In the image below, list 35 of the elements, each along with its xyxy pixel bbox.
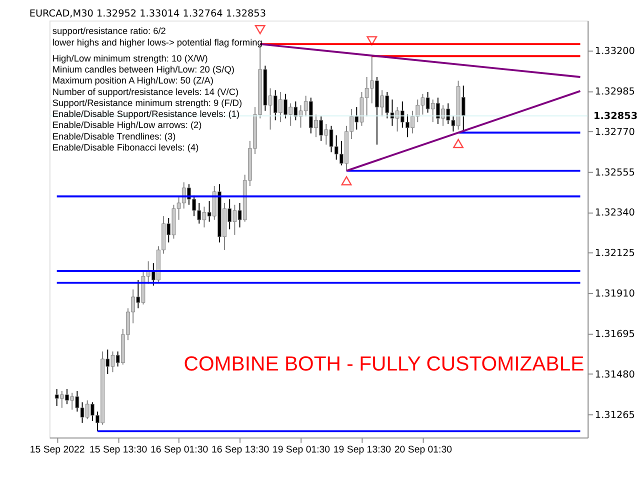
chart-title: EURCAD,M30 1.32952 1.33014 1.32764 1.32853 xyxy=(29,8,266,20)
annotation: High/Low minimum strength: 10 (X/W) xyxy=(52,53,208,64)
y-tick-label: 1.31265 xyxy=(594,410,635,421)
annotation: Minium candles between High/Low: 20 (S/Q) xyxy=(52,64,234,74)
annotation: support/resistance ratio: 6/2 xyxy=(52,26,166,36)
annotation: Number of support/resistance levels: 14 (V/C) xyxy=(52,86,239,97)
y-tick-label: 1.31910 xyxy=(594,288,635,300)
annotation: Maximum position A High/Low: 50 (Z/A) xyxy=(52,76,214,86)
annotation: Enable/Disable Trendlines: (3) xyxy=(52,131,176,142)
annotation: Enable/Disable Support/Resistance levels: (1) xyxy=(52,109,240,120)
y-tick-label: 1.32770 xyxy=(594,126,635,138)
x-tick-label: 20 Sep 01:30 xyxy=(394,444,453,456)
ref-line-label: 1.32853 xyxy=(593,110,638,122)
y-tick-label: 1.31480 xyxy=(594,369,635,380)
y-tick-label: 1.33200 xyxy=(594,46,635,58)
annotation: Enable/Disable Fibonacci levels: (4) xyxy=(52,142,199,153)
y-tick-label: 1.31695 xyxy=(594,328,635,340)
point xyxy=(341,176,352,186)
x-tick-label: 19 Sep 13:30 xyxy=(333,444,392,456)
point xyxy=(254,25,266,34)
y-tick-label: 1.32340 xyxy=(594,208,635,219)
y-tick-label: 1.32985 xyxy=(594,86,635,98)
x-tick-label: 15 Sep 2022 xyxy=(30,444,85,456)
x-tick-label: 16 Sep 13:30 xyxy=(211,444,270,456)
annotation: COMBINE BOTH - FULLY CUSTOMIZABLE xyxy=(184,354,584,376)
point xyxy=(453,138,464,148)
y-tick-label: 1.32125 xyxy=(594,248,635,260)
point xyxy=(366,36,378,46)
x-tick-label: 15 Sep 13:30 xyxy=(89,444,148,456)
annotation: Support/Resistance minimum strength: 9 (F/D) xyxy=(52,98,242,108)
x-tick-label: 16 Sep 01:30 xyxy=(150,444,209,456)
x-tick-label: 19 Sep 01:30 xyxy=(272,444,331,456)
y-tick-label: 1.32555 xyxy=(594,167,635,178)
annotation: Enable/Disable High/Low arrows: (2) xyxy=(52,120,202,130)
annotation: lower highs and higher lows-> potential flag forming xyxy=(52,37,262,48)
